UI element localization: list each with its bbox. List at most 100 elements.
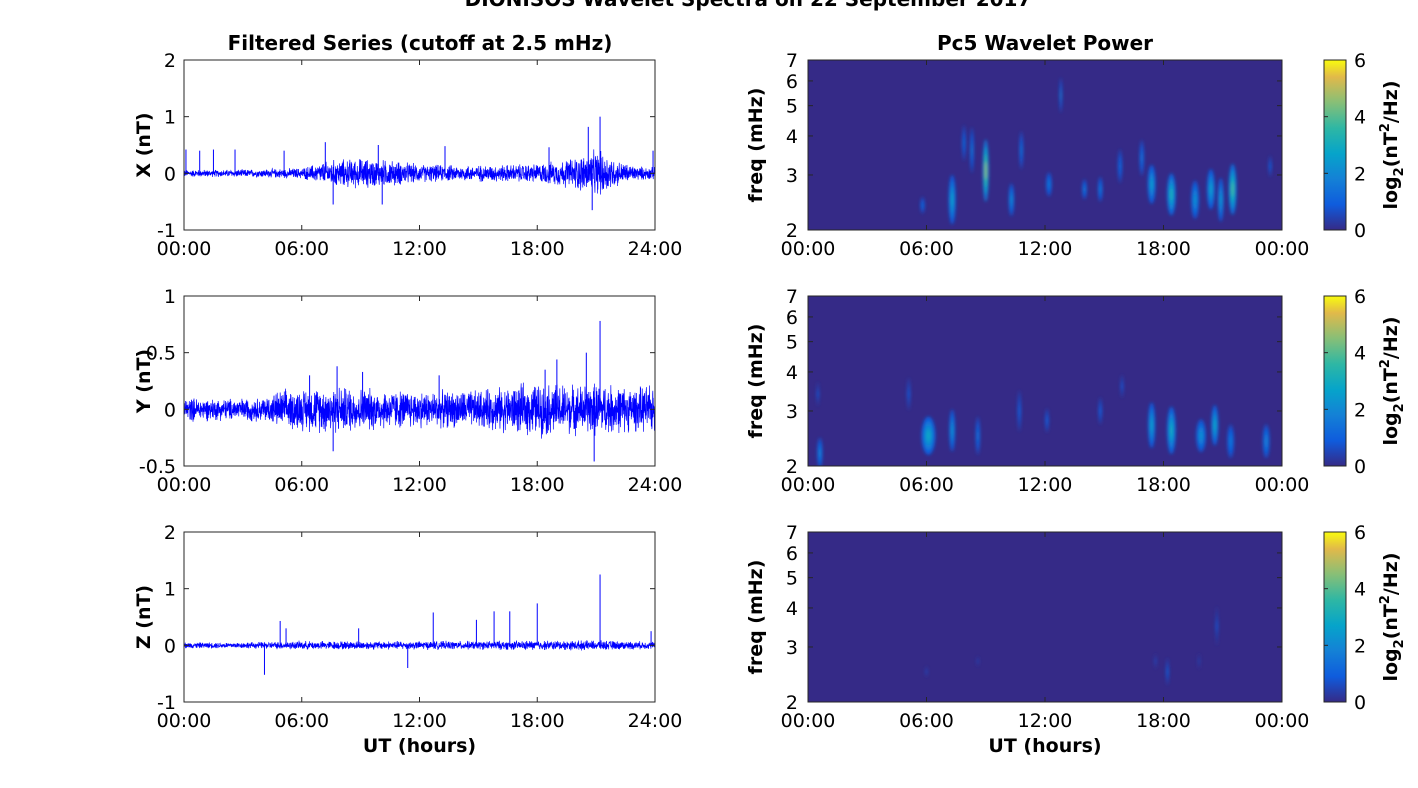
power-blob-18 xyxy=(1231,182,1234,197)
power-blob-1 xyxy=(816,390,819,398)
x-tick-label: 12:00 xyxy=(1018,474,1073,496)
series-x-axis-label: UT (hours) xyxy=(363,735,476,757)
y-tick-label: 7 xyxy=(786,50,798,72)
power-blob-2 xyxy=(907,389,910,399)
colorbar-label: log2(nT2/Hz) xyxy=(1378,80,1407,209)
colorbar-tick-label: 4 xyxy=(1354,579,1366,601)
x-tick-label: 24:00 xyxy=(628,238,683,260)
wavelet-background xyxy=(808,296,1282,466)
power-blob-13 xyxy=(1213,419,1216,431)
power-blob-12 xyxy=(1199,431,1203,441)
x-tick-label: 00:00 xyxy=(781,238,836,260)
y-tick-label: 1 xyxy=(164,107,176,129)
wavelet-background xyxy=(808,60,1282,230)
y-tick-label: 3 xyxy=(786,165,798,187)
x-tick-label: 12:00 xyxy=(1018,238,1073,260)
x-tick-label: 00:00 xyxy=(781,474,836,496)
power-blob-5 xyxy=(976,430,979,442)
axes-frame xyxy=(183,531,656,703)
y-tick-label: 0 xyxy=(164,635,176,657)
power-blob-5 xyxy=(1215,620,1218,632)
power-blob-16 xyxy=(1209,183,1213,195)
y-tick-label: 0 xyxy=(164,163,176,185)
x-tick-label: 00:00 xyxy=(157,238,212,260)
x-tick-label: 06:00 xyxy=(899,474,954,496)
x-tick-label: 06:00 xyxy=(274,474,329,496)
power-blob-13 xyxy=(1150,178,1153,190)
x-tick-label: 00:00 xyxy=(1255,474,1310,496)
y-tick-label: 6 xyxy=(786,543,798,565)
y-tick-label: 3 xyxy=(786,401,798,423)
y-axis-label: Y (nT) xyxy=(133,349,155,414)
power-blob-11 xyxy=(1119,161,1122,171)
power-blob-4 xyxy=(984,161,987,180)
left-column-title: Filtered Series (cutoff at 2.5 mHz) xyxy=(228,31,613,55)
colorbar-tick-label: 0 xyxy=(1354,456,1366,478)
power-blob-12 xyxy=(1140,152,1143,164)
colorbar-tick-label: 4 xyxy=(1354,107,1366,129)
x-tick-label: 18:00 xyxy=(1136,474,1191,496)
power-blob-2 xyxy=(963,137,966,148)
y-tick-label: 5 xyxy=(786,332,798,354)
power-blob-9 xyxy=(1121,383,1124,390)
wavelet-blobs xyxy=(925,606,1218,686)
y-tick-label: 7 xyxy=(786,522,798,544)
power-blob-1 xyxy=(976,659,979,664)
power-blob-8 xyxy=(1099,407,1102,415)
colorbar-tick-label: 6 xyxy=(1354,286,1366,308)
x-tick-label: 00:00 xyxy=(157,474,212,496)
y-tick-label: 3 xyxy=(786,637,798,659)
x-tick-label: 06:00 xyxy=(274,710,329,732)
y-tick-label: -1 xyxy=(157,692,176,714)
freq-axis-label: freq (mHz) xyxy=(745,560,767,675)
power-blob-0 xyxy=(818,448,821,458)
y-tick-label: -1 xyxy=(157,220,176,242)
x-tick-label: 00:00 xyxy=(1255,710,1310,732)
power-blob-2 xyxy=(1154,659,1157,664)
power-blob-17 xyxy=(1219,193,1222,206)
y-tick-label: 6 xyxy=(786,71,798,93)
y-tick-label: 4 xyxy=(786,362,798,384)
colorbar-tick-label: 6 xyxy=(1354,50,1366,72)
series-panel-z: -1 0 1 2 00:00 06:00 12:00 18:00 24:00 Z (nT) xyxy=(133,522,682,732)
wavelet-blobs xyxy=(816,374,1270,466)
y-tick-label: 2 xyxy=(164,522,176,544)
x-tick-label: 06:00 xyxy=(274,238,329,260)
figure-suptitle: DIONISOS Wavelet Spectra on 22 September… xyxy=(465,0,1032,11)
power-blob-3 xyxy=(926,430,931,442)
power-blob-4 xyxy=(1198,659,1201,664)
y-tick-label: 6 xyxy=(786,307,798,329)
trace-y xyxy=(183,382,656,439)
x-tick-label: 18:00 xyxy=(510,238,565,260)
x-tick-label: 12:00 xyxy=(392,474,447,496)
y-tick-label: 0.5 xyxy=(146,343,176,365)
colorbar-tick-label: 2 xyxy=(1354,635,1366,657)
y-tick-label: 7 xyxy=(786,286,798,308)
y-tick-label: 2 xyxy=(164,50,176,72)
power-blob-0 xyxy=(925,669,928,674)
axes-frame xyxy=(183,59,656,231)
colorbar-label: log2(nT2/Hz) xyxy=(1378,316,1407,445)
power-blob-7 xyxy=(1047,180,1050,188)
power-blob-6 xyxy=(1020,144,1023,156)
power-blob-9 xyxy=(1083,186,1086,193)
x-tick-label: 06:00 xyxy=(899,710,954,732)
trace-z xyxy=(183,640,656,651)
axes-frame xyxy=(183,295,656,467)
power-blob-5 xyxy=(1010,195,1013,205)
y-tick-label: 5 xyxy=(786,96,798,118)
y-tick-label: 5 xyxy=(786,568,798,590)
colorbar-tick-label: 2 xyxy=(1354,163,1366,185)
y-tick-label: 4 xyxy=(786,126,798,148)
colorbar-tick-label: 2 xyxy=(1354,399,1366,421)
x-tick-label: 18:00 xyxy=(510,474,565,496)
x-tick-label: 18:00 xyxy=(510,710,565,732)
colorbar-tick-label: 0 xyxy=(1354,220,1366,242)
power-blob-15 xyxy=(1265,436,1268,447)
power-blob-7 xyxy=(1045,416,1048,424)
x-tick-label: 12:00 xyxy=(1018,710,1073,732)
freq-axis-label: freq (mHz) xyxy=(745,88,767,203)
